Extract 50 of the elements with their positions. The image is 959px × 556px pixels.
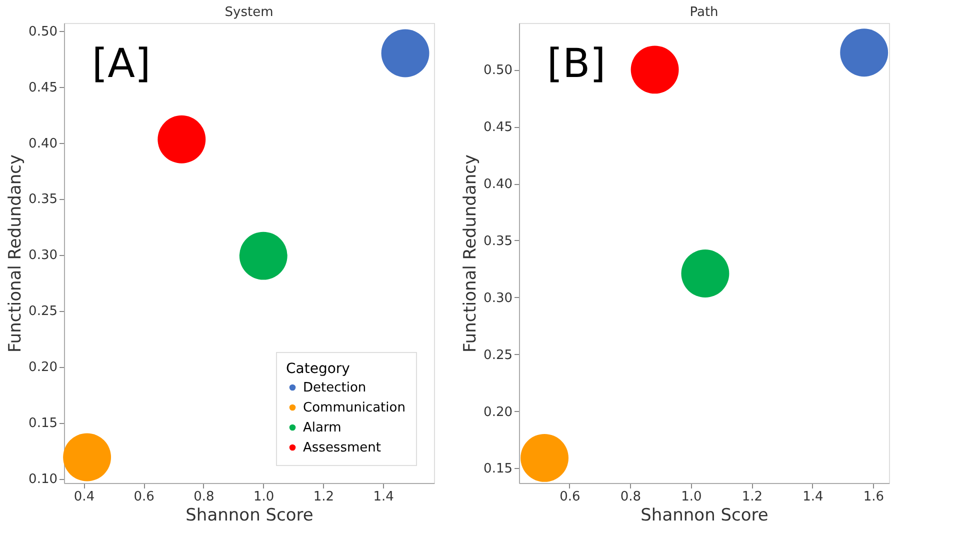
x-tick-label: 1.6 bbox=[863, 490, 884, 504]
x-tick-label: 1.4 bbox=[373, 490, 394, 504]
point bbox=[840, 28, 888, 77]
y-tick-label: 0.15 bbox=[484, 462, 512, 477]
legend-label: Alarm bbox=[303, 420, 342, 436]
point bbox=[158, 115, 206, 164]
y-axis-title: Functional Redundancy bbox=[6, 154, 26, 353]
y-tick-label: 0.15 bbox=[28, 416, 58, 432]
x-tick-label: 1.4 bbox=[802, 490, 824, 504]
chart-title: System bbox=[224, 5, 274, 20]
x-tick-label: 0.6 bbox=[560, 490, 580, 504]
point bbox=[630, 46, 679, 94]
x-tick-label: 1.0 bbox=[681, 490, 702, 504]
y-tick-label: 0.20 bbox=[28, 360, 58, 376]
legend-label: Assessment bbox=[303, 440, 381, 456]
x-axis-title: Shannon Score bbox=[186, 506, 314, 526]
y-tick-label: 0.10 bbox=[28, 472, 58, 488]
y-tick-label: 0.50 bbox=[484, 63, 512, 78]
y-tick-label: 0.50 bbox=[28, 24, 58, 40]
chart-title: Path bbox=[690, 5, 718, 20]
legend-label: Detection bbox=[303, 380, 366, 396]
y-tick-label: 0.25 bbox=[484, 348, 512, 363]
point bbox=[520, 434, 568, 482]
legend-label: Communication bbox=[303, 400, 406, 416]
y-tick-label: 0.40 bbox=[484, 177, 512, 192]
point bbox=[63, 433, 112, 482]
y-tick-label: 0.40 bbox=[28, 136, 58, 152]
y-tick-label: 0.45 bbox=[484, 120, 512, 136]
y-tick-label: 0.30 bbox=[484, 290, 512, 306]
x-tick-label: 0.4 bbox=[74, 490, 95, 504]
point bbox=[381, 29, 430, 78]
point bbox=[239, 232, 288, 280]
legend-title: Category bbox=[286, 361, 350, 377]
x-tick-label: 0.8 bbox=[620, 490, 642, 504]
y-tick-label: 0.45 bbox=[28, 80, 58, 96]
y-tick-label: 0.20 bbox=[484, 404, 512, 420]
y-tick-label: 0.35 bbox=[28, 192, 58, 208]
point bbox=[681, 250, 730, 298]
y-axis-title: Functional Redundancy bbox=[460, 154, 481, 353]
y-tick-label: 0.35 bbox=[484, 234, 512, 249]
x-tick-label: 1.2 bbox=[742, 490, 763, 504]
x-tick-label: 1.0 bbox=[254, 490, 274, 504]
y-tick-label: 0.30 bbox=[28, 248, 58, 264]
x-tick-label: 0.6 bbox=[134, 490, 154, 504]
y-tick-label: 0.25 bbox=[28, 304, 58, 320]
annotation: [A] bbox=[92, 41, 151, 87]
x-axis-title: Shannon Score bbox=[640, 506, 768, 526]
x-tick-label: 1.2 bbox=[313, 490, 334, 504]
annotation: [B] bbox=[547, 41, 606, 87]
x-tick-label: 0.8 bbox=[194, 490, 214, 504]
